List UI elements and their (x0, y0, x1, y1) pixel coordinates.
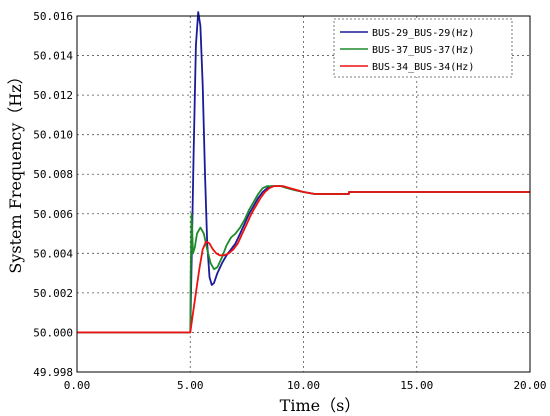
legend-label-3: BUS-34_BUS-34(Hz) (372, 62, 474, 73)
plot-frame (76, 15, 531, 373)
series-lines (77, 11, 530, 334)
x-axis-title: Time（s） (280, 396, 361, 415)
y-tick-label: 50.006 (33, 208, 73, 221)
legend-box (333, 18, 513, 78)
x-tick-label: 0.00 (64, 379, 91, 392)
legend: BUS-29_BUS-29(Hz) BUS-37_BUS-37(Hz) BUS-34… (333, 18, 513, 78)
y-tick-label: 50.014 (33, 50, 73, 63)
y-tick-label: 50.000 (33, 326, 73, 339)
x-tick-label: 10.00 (287, 379, 320, 392)
y-tick-label: 50.010 (33, 129, 73, 142)
y-tick-label: 50.002 (33, 287, 73, 300)
series-line-3 (77, 185, 530, 334)
y-tick-labels: 49.998 50.000 50.002 50.004 50.006 50.008 50.0… (33, 10, 73, 379)
x-tick-labels: 0.00 5.00 10.00 15.00 20.00 (64, 379, 547, 392)
y-tick-label: 50.012 (33, 89, 73, 102)
y-tick-label: 49.998 (33, 366, 73, 379)
x-tick-label: 15.00 (400, 379, 433, 392)
y-tick-label: 50.004 (33, 247, 73, 260)
y-tick-label: 50.008 (33, 168, 73, 181)
y-axis-title: System Frequency（Hz） (6, 68, 25, 273)
legend-label-2: BUS-37_BUS-37(Hz) (372, 45, 474, 56)
x-tick-label: 20.00 (513, 379, 546, 392)
legend-label-1: BUS-29_BUS-29(Hz) (372, 28, 474, 39)
y-tick-label: 50.016 (33, 10, 73, 23)
x-tick-label: 5.00 (177, 379, 204, 392)
